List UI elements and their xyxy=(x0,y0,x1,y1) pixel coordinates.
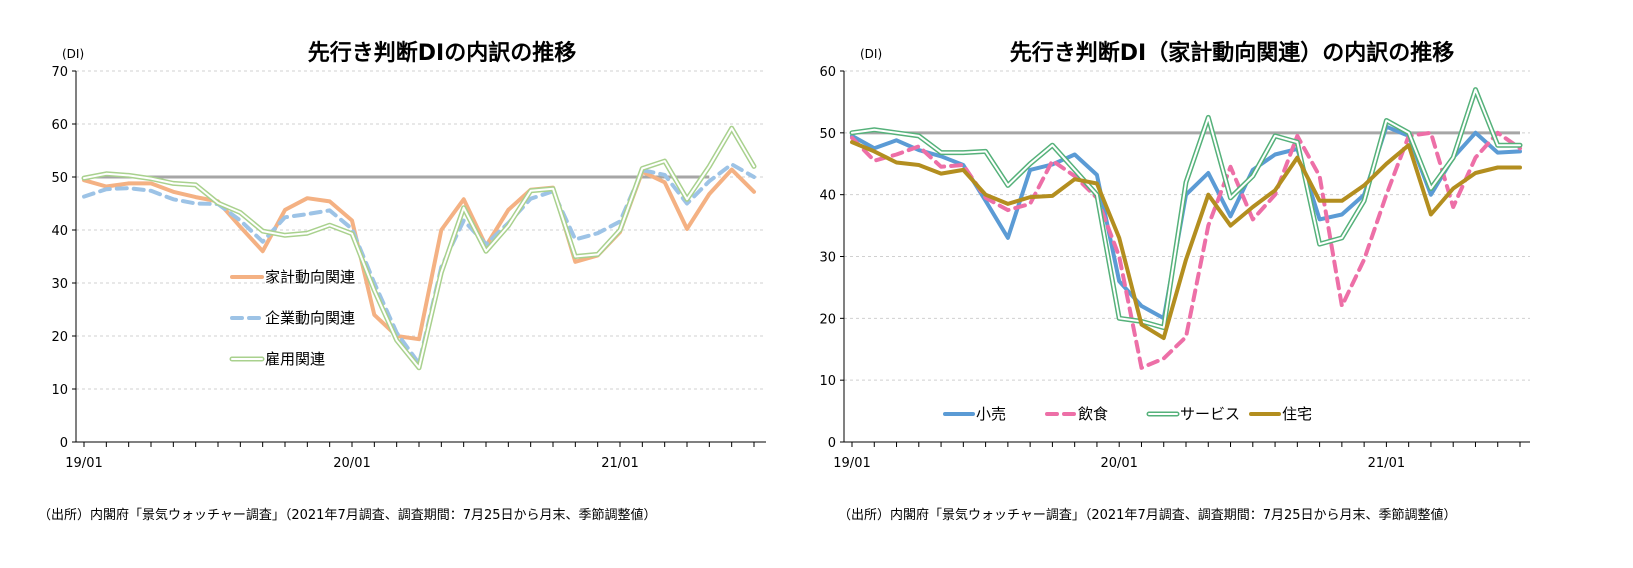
chart-left-title: 先行き判断DIの内訳の推移 xyxy=(308,40,576,66)
chart-right-x-axis: 19/01 20/01 21/01 xyxy=(833,441,1530,471)
y-tick-label: 60 xyxy=(51,118,68,133)
legend-label: 企業動向関連 xyxy=(265,309,355,327)
source-note-left: （出所）内閣府「景気ウォッチャー調査」（2021年7月調査、調査期間：7月25日… xyxy=(38,507,657,523)
chart-left-unit-label: (DI) xyxy=(62,47,84,61)
source-note-right: （出所）内閣府「景気ウォッチャー調査」（2021年7月調査、調査期間：7月25日… xyxy=(838,507,1457,523)
chart-left-gridlines xyxy=(76,70,766,390)
x-tick-label: 20/01 xyxy=(1100,456,1137,471)
y-tick-label: 40 xyxy=(51,224,68,239)
chart-left: 先行き判断DIの内訳の推移 (DI) 0 10 20 30 40 50 60 70 19/01… xyxy=(51,40,766,471)
series-line-4 xyxy=(850,140,1522,341)
series-line-3-inner xyxy=(851,88,1521,329)
legend-item-1: 家計動向関連 xyxy=(230,268,355,286)
series-line-3 xyxy=(849,87,1523,331)
legend-label: 家計動向関連 xyxy=(265,268,355,286)
y-tick-label: 0 xyxy=(828,436,836,451)
legend-item-3: 雇用関連 xyxy=(229,350,325,368)
y-tick-label: 20 xyxy=(819,312,836,327)
y-tick-label: 0 xyxy=(60,436,68,451)
chart-left-plot xyxy=(81,125,757,371)
y-tick-label: 50 xyxy=(51,171,68,186)
chart-right-title: 先行き判断DI（家計動向関連）の内訳の推移 xyxy=(1010,40,1454,66)
legend-label: 住宅 xyxy=(1282,405,1312,423)
chart-left-x-axis: 19/01 20/01 21/01 xyxy=(65,441,766,471)
x-tick-label: 21/01 xyxy=(1368,456,1405,471)
legend-item-2: 飲食 xyxy=(1045,405,1108,423)
chart-left-y-axis: 0 10 20 30 40 50 60 70 xyxy=(51,65,77,451)
series-1 xyxy=(82,167,756,342)
y-tick-label: 40 xyxy=(819,189,836,204)
y-tick-label: 10 xyxy=(819,374,836,389)
y-tick-label: 30 xyxy=(819,251,836,266)
series-3 xyxy=(849,87,1523,331)
legend-label: 飲食 xyxy=(1078,405,1108,423)
x-tick-label: 19/01 xyxy=(833,456,870,471)
y-tick-label: 10 xyxy=(51,383,68,398)
chart-right-y-axis: 0 10 20 30 40 50 60 xyxy=(819,65,845,451)
x-tick-label: 20/01 xyxy=(333,456,370,471)
x-tick-label: 19/01 xyxy=(65,456,102,471)
series-line-1 xyxy=(82,167,756,342)
series-4 xyxy=(850,140,1522,341)
chart-right-unit-label: (DI) xyxy=(860,47,882,61)
chart-right: 先行き判断DI（家計動向関連）の内訳の推移 (DI) 0 10 20 30 40 50 60… xyxy=(819,40,1530,471)
x-tick-label: 21/01 xyxy=(601,456,638,471)
y-tick-label: 30 xyxy=(51,277,68,292)
legend-label: サービス xyxy=(1180,405,1240,423)
legend-item-3: サービス xyxy=(1146,405,1240,423)
chart-right-legend: 小売 飲食 サービス 住宅 xyxy=(943,405,1312,423)
legend-item-4: 住宅 xyxy=(1249,405,1312,423)
y-tick-label: 20 xyxy=(51,330,68,345)
legend-label: 雇用関連 xyxy=(265,350,325,368)
chart-right-plot xyxy=(849,87,1523,370)
legend-item-2: 企業動向関連 xyxy=(230,309,355,327)
legend-label: 小売 xyxy=(976,405,1006,423)
y-tick-label: 60 xyxy=(819,65,836,80)
series-3 xyxy=(81,125,757,371)
legend-item-1: 小売 xyxy=(943,405,1006,423)
y-tick-label: 50 xyxy=(819,127,836,142)
y-tick-label: 70 xyxy=(51,65,68,80)
